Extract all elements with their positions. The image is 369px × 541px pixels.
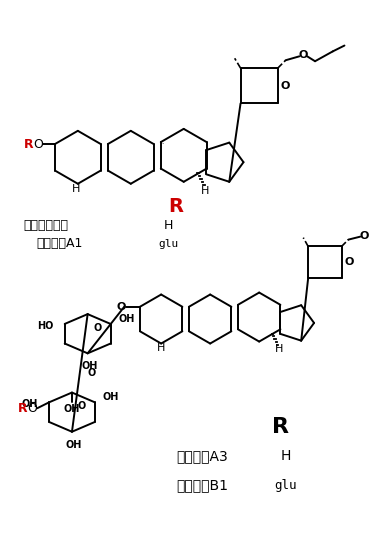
Text: OH: OH xyxy=(102,392,119,403)
Text: H: H xyxy=(72,183,80,194)
Text: R: R xyxy=(24,137,33,150)
Text: O: O xyxy=(27,402,37,415)
Text: O: O xyxy=(93,323,101,333)
Text: R: R xyxy=(168,197,183,216)
Text: R: R xyxy=(272,417,289,437)
Text: 知母皂苷A1: 知母皂苷A1 xyxy=(37,237,83,250)
Text: H: H xyxy=(163,220,173,233)
Text: 洋菝葜皂苷元: 洋菝葜皂苷元 xyxy=(23,220,68,233)
Text: O: O xyxy=(88,368,96,378)
Text: H: H xyxy=(157,344,165,353)
Text: H: H xyxy=(280,449,291,463)
Text: H: H xyxy=(275,345,283,354)
Text: H: H xyxy=(201,186,210,196)
Text: 知母皂苷A3: 知母皂苷A3 xyxy=(176,449,228,463)
Text: OH: OH xyxy=(118,314,134,324)
Text: O: O xyxy=(299,50,308,61)
Text: glu: glu xyxy=(275,479,297,492)
Text: OH: OH xyxy=(64,404,80,414)
Text: HO: HO xyxy=(37,321,54,331)
Text: OH: OH xyxy=(21,399,38,410)
Text: OH: OH xyxy=(66,440,82,450)
Text: ·: · xyxy=(161,142,163,148)
Text: 知母皂苷B1: 知母皂苷B1 xyxy=(176,479,228,493)
Text: O: O xyxy=(77,401,86,411)
Text: O: O xyxy=(359,230,369,241)
Text: R: R xyxy=(18,402,27,415)
Text: OH: OH xyxy=(82,361,98,371)
Text: O: O xyxy=(117,302,126,312)
Text: O: O xyxy=(33,137,43,150)
Text: O: O xyxy=(345,257,354,267)
Text: O: O xyxy=(281,81,290,91)
Text: glu: glu xyxy=(158,239,178,248)
